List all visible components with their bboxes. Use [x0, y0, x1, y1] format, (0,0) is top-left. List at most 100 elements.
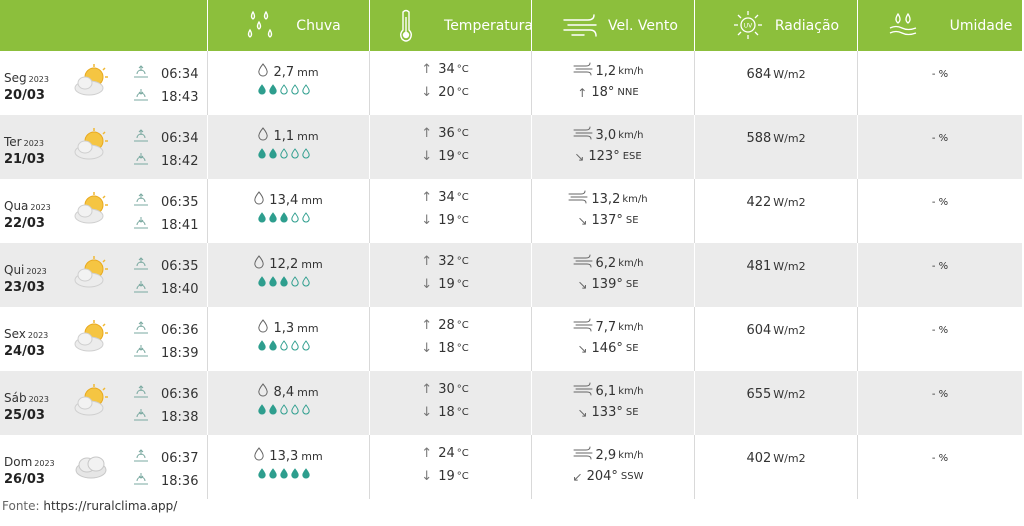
wind-direction-arrow-icon: ↘ [577, 213, 588, 228]
rain-value: 13,4 [269, 192, 299, 208]
arrow-down-icon: ↓ [421, 149, 433, 164]
sunset: 18:40 [133, 280, 203, 298]
sunrise: 06:34 [133, 65, 203, 83]
sunrise-icon [133, 321, 161, 339]
wind-direction: ↘ 139° SE [532, 277, 694, 292]
header-radiacao: UV Radiação [695, 0, 857, 51]
footer-label: Fonte: [2, 499, 40, 513]
wind-value: 13,2 [591, 191, 621, 207]
wind-cardinal: SE [625, 343, 639, 354]
radiation-value: 402 [746, 451, 772, 466]
temp-max: ↑ 34 °C [369, 62, 531, 77]
header-temperatura-label: Temperatura [444, 17, 533, 34]
day-date: 24/03 [4, 344, 45, 359]
partly-cloudy-icon [70, 384, 112, 420]
temp-unit: °C [456, 407, 469, 418]
uv-sun-icon: UV [734, 11, 762, 39]
wind-value: 2,9 [595, 447, 617, 463]
wind-cardinal: ESE [622, 151, 642, 162]
wind-cardinal: SE [625, 215, 639, 226]
table-header: Chuva Temperatura Vel. Vento [0, 0, 1022, 498]
radiation-cell: 684 W/m2 [695, 67, 857, 82]
sunrise: 06:36 [133, 321, 203, 339]
table-row: Qui 2023 23/03 06:35 18:40 12,2 mm ↑ 32 °C ↓ 19 °C 6,… [0, 243, 1022, 307]
rain-unit: mm [297, 385, 319, 399]
sunset-icon [133, 88, 161, 106]
rain-intensity-drops [200, 148, 368, 159]
radiation-value: 588 [746, 131, 772, 146]
temp-max-value: 34 [438, 62, 455, 77]
humidity-cell: - % [931, 261, 949, 272]
table-row: Seg 2023 20/03 06:34 18:43 2,7 mm ↑ 34 °C ↓ 20 °C 1,2… [0, 51, 1022, 115]
arrow-up-icon: ↑ [421, 190, 433, 205]
sunset-icon [133, 280, 161, 298]
wind-direction: ↘ 123° ESE [532, 149, 694, 164]
radiation-cell: 588 W/m2 [695, 131, 857, 146]
radiation-unit: W/m2 [773, 196, 806, 209]
header-chuva-label: Chuva [296, 17, 341, 34]
sunrise-icon [133, 385, 161, 403]
sunrise-time: 06:36 [161, 322, 199, 338]
radiation-unit: W/m2 [773, 132, 806, 145]
temp-unit: °C [456, 320, 469, 331]
arrow-down-icon: ↓ [421, 341, 433, 356]
radiation-cell: 604 W/m2 [695, 323, 857, 338]
temp-min-value: 18 [438, 341, 455, 356]
wind-degrees: 18° [591, 85, 615, 100]
sunset: 18:41 [133, 216, 203, 234]
header-vento-label: Vel. Vento [608, 17, 678, 34]
day-name: Qua [4, 199, 29, 213]
footer-link[interactable]: https://ruralclima.app/ [43, 499, 178, 513]
table-row: Qua 2023 22/03 06:35 18:41 13,4 mm ↑ 34 °C ↓ 19 °C 13… [0, 179, 1022, 243]
wind-speed: 3,0 km/h [532, 126, 694, 144]
temp-min-value: 19 [438, 149, 455, 164]
humidity-cell: - % [931, 133, 949, 144]
table-row: Sex 2023 24/03 06:36 18:39 1,3 mm ↑ 28 °C ↓ 18 °C 7,7… [0, 307, 1022, 371]
sunrise: 06:35 [133, 193, 203, 211]
wind-unit: km/h [618, 321, 644, 333]
wind-speed: 1,2 km/h [532, 62, 694, 80]
sunrise-time: 06:34 [161, 66, 199, 82]
sunrise: 06:36 [133, 385, 203, 403]
rain-drop-icon [257, 63, 273, 81]
wind-icon [573, 318, 596, 336]
radiation-unit: W/m2 [773, 452, 806, 465]
wind-direction-arrow-icon: ↘ [577, 277, 588, 292]
temp-min-value: 19 [438, 469, 455, 484]
wind-direction: ↙ 204° SSW [532, 469, 694, 484]
table-row: Ter 2023 21/03 06:34 18:42 1,1 mm ↑ 36 °C ↓ 19 °C 3,0… [0, 115, 1022, 179]
rain-unit: mm [297, 65, 319, 79]
rain-value: 2,7 [273, 64, 295, 80]
temp-unit: °C [456, 384, 469, 395]
rain-unit: mm [301, 193, 323, 207]
sunset: 18:36 [133, 472, 203, 490]
wind-direction-arrow-icon: ↘ [574, 149, 585, 164]
temp-min: ↓ 18 °C [369, 405, 531, 420]
rain-drop-icon [253, 191, 269, 209]
wind-degrees: 139° [591, 277, 623, 292]
partly-cloudy-icon [70, 128, 112, 164]
day-name: Ter [4, 135, 22, 149]
sunset-icon [133, 472, 161, 490]
header-radiacao-label: Radiação [774, 17, 840, 34]
svg-text:UV: UV [744, 23, 753, 30]
table-row: Dom 2023 26/03 06:37 18:36 13,3 mm ↑ 24 °C ↓ 19 °C 2,… [0, 435, 1022, 499]
rain-intensity-drops [200, 404, 368, 415]
temp-min-value: 19 [438, 213, 455, 228]
day-name: Dom [4, 455, 33, 469]
sunset: 18:42 [133, 152, 203, 170]
header-vento: Vel. Vento [532, 0, 694, 51]
temp-max-value: 36 [438, 126, 455, 141]
rain-cell: 12,2 mm [208, 255, 368, 287]
sunset: 18:43 [133, 88, 203, 106]
arrow-up-icon: ↑ [421, 62, 433, 77]
rain-unit: mm [297, 129, 319, 143]
rain-drop-icon [257, 383, 273, 401]
sunrise-time: 06:36 [161, 386, 199, 402]
temp-min: ↓ 18 °C [369, 341, 531, 356]
wind-unit: km/h [618, 449, 644, 461]
wind-degrees: 123° [588, 149, 620, 164]
day-year: 2023 [23, 139, 44, 148]
arrow-up-icon: ↑ [421, 126, 433, 141]
day-year: 2023 [26, 267, 47, 276]
